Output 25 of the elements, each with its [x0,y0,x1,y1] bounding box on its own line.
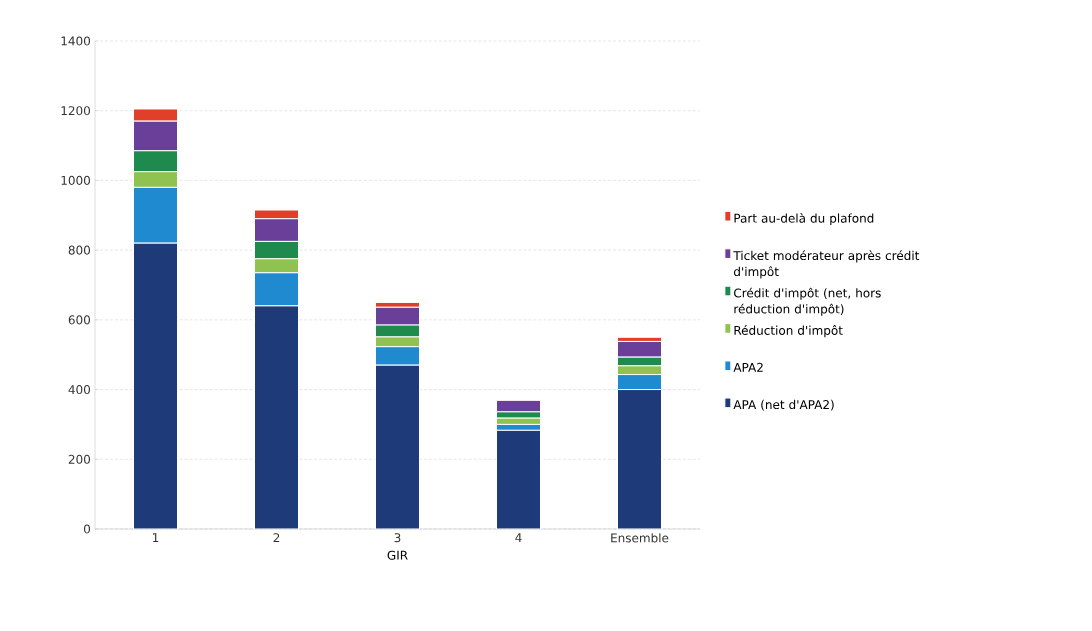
bar [617,389,662,529]
legend-label: APA (net d'APA2) [733,399,834,411]
x-tick-label: 2 [273,533,280,543]
bar [254,305,300,529]
y-tick-label: 0 [83,524,91,534]
y-tick-label: 200 [68,454,91,464]
legend-label: Réduction d'impôt [734,325,843,338]
x-tick-label: 3 [394,533,401,543]
x-tick-label: 1 [153,533,159,542]
y-tick-label: 1400 [61,36,91,46]
bar [496,429,542,529]
x-tick-label: 4 [515,533,522,542]
y-tick-label: 1000 [61,175,91,185]
legend-label: Ticket modérateur après crédit d'impôt [733,250,920,279]
y-tick-label: 400 [68,385,91,395]
bar [133,242,179,529]
x-tick-label: Ensemble [611,533,669,543]
y-tick-label: 1200 [61,106,91,116]
y-tick-label: 800 [68,245,91,255]
x-axis-title: GIR [387,550,408,560]
legend-label: APA2 [733,362,763,372]
bar [375,364,421,529]
y-tick-label: 600 [68,315,91,325]
legend-label: Crédit d'impôt (net, hors réduction d'impôt) [734,287,881,316]
legend-label: Part au-delà du plafond [734,212,874,226]
